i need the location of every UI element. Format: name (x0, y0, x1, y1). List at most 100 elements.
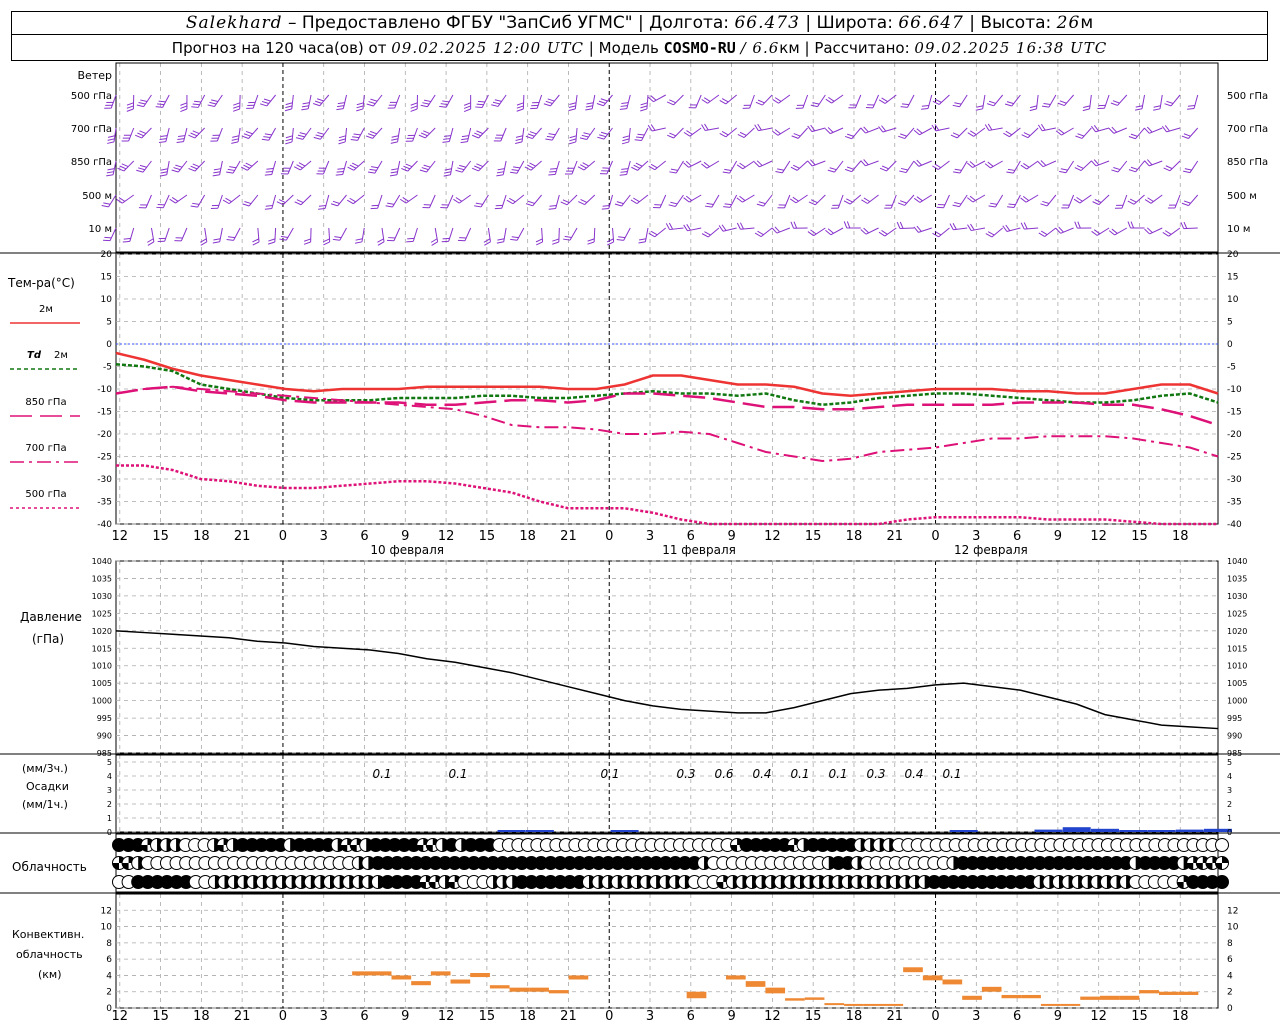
wind-barb-feather (191, 106, 199, 108)
wind-barb (372, 94, 383, 107)
wind-barb (129, 227, 135, 242)
wind-barb-feather (596, 103, 604, 107)
wind-barb (956, 127, 968, 139)
wind-barb-feather (545, 100, 553, 104)
wind-barb-feather (916, 128, 923, 134)
wind-barb-feather (232, 108, 240, 112)
wind-barb (762, 94, 773, 106)
pressure-tick-label: 1000 (92, 697, 112, 706)
conv-tick-label: 6 (106, 955, 112, 965)
wind-barb (480, 194, 489, 208)
wind-barb (123, 160, 135, 172)
wind-barb-feather (793, 133, 801, 137)
wind-barb-feather (861, 199, 868, 204)
wind-barb-feather (178, 135, 186, 137)
wind-barb (763, 194, 773, 207)
wind-barb (865, 227, 879, 235)
wind-barb-feather (160, 168, 168, 171)
wind-barb (938, 227, 950, 238)
temp-tick-label-right: 15 (1227, 273, 1238, 283)
wind-barb-feather (118, 197, 126, 202)
wind-barb-feather (966, 162, 973, 168)
wind-barb-feather (402, 197, 409, 202)
wind-barb (550, 94, 560, 107)
cloud-symbol-quarter (122, 863, 129, 870)
wind-barb-feather (1144, 228, 1150, 235)
convective-bar (863, 1003, 884, 1006)
wind-barb-feather (1092, 201, 1100, 206)
wind-barb-feather (807, 160, 813, 167)
wind-barb (919, 127, 932, 136)
wind-barb-feather (718, 225, 724, 232)
wind-barb-feather (442, 141, 450, 143)
cloud-symbol-quarter (1222, 856, 1229, 863)
wind-barb-feather (621, 102, 629, 104)
wind-barb-feather (460, 141, 468, 144)
wind-barb-feather (491, 104, 499, 107)
wind-barb (749, 94, 755, 109)
wind-barb-feather (970, 223, 975, 231)
wind-barb-feather (106, 174, 114, 177)
wind-barb-feather (155, 106, 163, 108)
wind-barb-feather (771, 227, 778, 234)
precip-amount-label: 0.3 (676, 767, 695, 781)
wind-barb-feather (934, 124, 940, 131)
wind-barb-feather (1043, 102, 1051, 105)
wind-barb-feather (990, 202, 998, 205)
wind-barb-feather (547, 98, 555, 102)
wind-barb (183, 127, 188, 142)
wind-barb-feather (1040, 123, 1046, 131)
wind-barb-feather (913, 197, 921, 203)
wind-barb-feather (562, 199, 570, 204)
time-tick-label-bottom: 18 (1172, 1009, 1189, 1024)
separator: | (969, 13, 975, 33)
wind-barb-feather (423, 164, 431, 168)
wind-barb (1081, 127, 1092, 139)
wind-barb (110, 94, 117, 109)
precip-unit-top: (мм/3ч.) (22, 762, 68, 775)
wind-barb-feather (347, 199, 354, 205)
wind-barb (603, 94, 613, 107)
wind-barb-feather (475, 106, 483, 109)
wind-barb (282, 194, 294, 206)
wind-barb (1095, 127, 1110, 133)
conv-tick-label: 0 (106, 1004, 112, 1014)
wind-barb-feather (952, 222, 957, 230)
convective-bar (1099, 995, 1120, 1000)
pressure-unit-label: (гПа) (32, 632, 64, 646)
wind-barb-feather (285, 141, 293, 145)
wind-barb-feather (1130, 166, 1138, 170)
wind-barb-feather (777, 168, 785, 171)
wind-barb-feather (790, 221, 795, 229)
wind-barb-feather (620, 171, 628, 173)
wind-barb-feather (107, 135, 115, 138)
wind-barb-feather (569, 138, 577, 142)
wind-barb (1135, 160, 1145, 173)
temp-tick-label: 5 (106, 318, 112, 328)
wind-level-label-right: 500 гПа (1227, 91, 1268, 102)
pressure-tick-label: 1030 (92, 592, 112, 601)
wind-barb-feather (913, 226, 919, 233)
wind-barb-feather (703, 161, 710, 167)
wind-barb (194, 127, 206, 139)
wind-barb-feather (158, 100, 166, 103)
convective-bar (509, 987, 530, 992)
wind-barb-feather (511, 236, 519, 239)
wind-barb (673, 94, 684, 106)
wind-barb-feather (621, 141, 629, 145)
wind-barb-feather (932, 232, 939, 238)
wind-barb (434, 227, 439, 242)
wind-barb-feather (950, 134, 958, 139)
wind-barb-feather (921, 105, 929, 107)
temp-tick-label: -35 (97, 498, 112, 508)
wind-barb (392, 194, 401, 208)
wind-barb-feather (1037, 161, 1044, 168)
wind-barb-feather (294, 201, 302, 206)
wind-barb-feather (791, 135, 799, 139)
wind-barb (162, 94, 170, 108)
wind-barb-feather (245, 162, 253, 167)
wind-barb-feather (474, 132, 481, 137)
wind-barb-feather (754, 124, 759, 131)
wind-barb-feather (126, 108, 134, 112)
wind-barb-feather (916, 159, 923, 166)
